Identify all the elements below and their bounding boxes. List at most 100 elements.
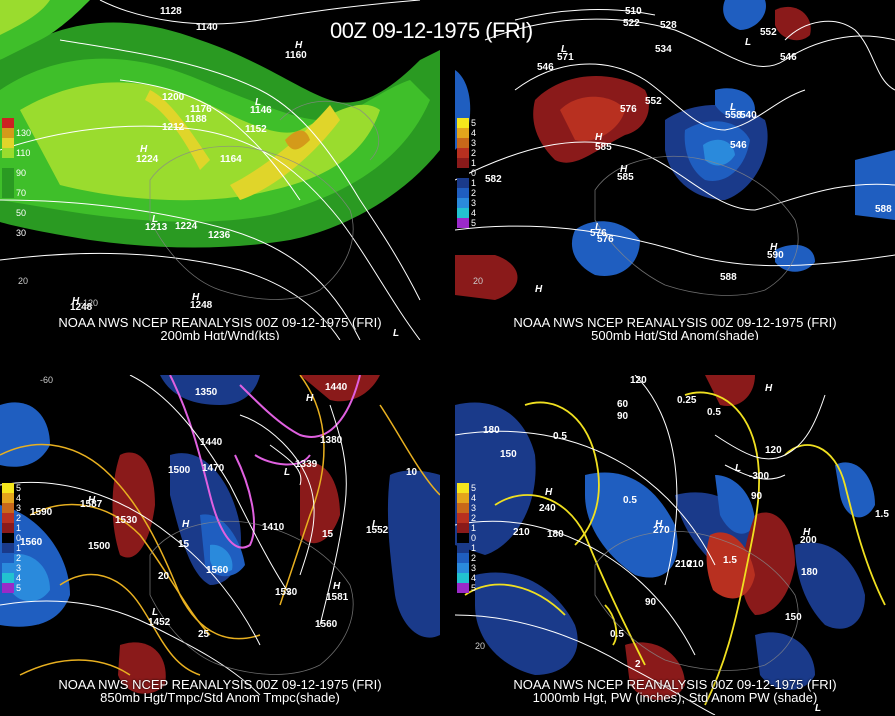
contour-label: 1146 [250,105,272,116]
contour-label: 546 [537,62,554,73]
legend-label: 2 [471,188,477,198]
contour-label: 270 [653,525,670,536]
contour-label: 1440 [325,382,348,393]
pw-label: 2 [635,659,641,670]
legend-label: 130 [16,128,32,138]
contour-label: 528 [660,20,677,31]
high-marker: H [770,242,778,253]
contour-label: 1164 [220,154,242,165]
legend-label: 5 [16,583,22,593]
legend-label: 70 [16,188,27,198]
contour-label: 1224 [136,154,159,165]
contour-label: 522 [623,18,640,29]
legend-label: 1 [16,543,22,553]
labels-500mb: 510 522 528 534 552 546 546 571 576 552 … [473,6,892,295]
legend-label: 90 [16,168,27,178]
contour-label: 1236 [208,230,231,241]
contour-label: 552 [760,27,777,38]
contour-label: 1160 [285,50,307,61]
contour-label: 1188 [185,114,207,125]
lon-tick: -120 [80,298,98,308]
contour-label: 120 [630,375,647,386]
labels-200mb: 1128 1140 1160 1200 1176 1188 1212 1152 … [18,6,399,339]
contour-label: 576 [597,234,614,245]
legend-label: 4 [471,573,477,583]
panel-200mb: 1128 1140 1160 1200 1176 1188 1212 1152 … [0,0,440,340]
contour-label: 210 [513,527,530,538]
legend-label: 3 [16,503,22,513]
legend-label: 4 [471,493,477,503]
contour-label: 571 [557,52,574,63]
page-title: 00Z 09-12-1975 (FRI) [330,18,533,43]
labels-1000mb: 120 60 90 180 150 210 180 240 270 210 12… [475,375,889,714]
legend-label: 2 [16,513,22,523]
high-marker: H [182,519,190,530]
legend-label: 5 [471,483,477,493]
high-marker: H [655,519,663,530]
pw-label: 1.5 [875,509,889,520]
caption-field: 200mb Hgt/Wnd(kts) [160,328,280,340]
legend-label: 4 [471,208,477,218]
caption-field: 500mb Hgt/Std Anom(shade) [591,328,759,340]
pw-label: 0.25 [677,395,697,406]
legend-label: 5 [471,218,477,228]
legend-label: 2 [16,553,22,563]
legend-200mb: 130 110 90 70 50 30 [2,118,31,238]
contour-label: 180 [801,567,818,578]
legend-label: 1 [471,178,477,188]
contour-label: 60 [617,399,629,410]
contour-label: -300 [749,471,769,482]
contour-label: 576 [590,228,607,239]
contour-label: 1470 [202,463,225,474]
contour-label: 90 [617,411,629,422]
contour-label: 510 [625,6,642,17]
contour-label: 585 [595,142,612,153]
panel-1000mb: 120 60 90 180 150 210 180 240 270 210 12… [455,375,895,715]
contour-label: 1500 [168,465,191,476]
low-marker: L [561,44,567,55]
contour-label: 1350 [195,387,218,398]
isotherm-label: 25 [198,629,210,640]
contour-label: 120 [765,445,782,456]
contour-label: 210 [687,559,704,570]
high-marker: H [295,40,303,51]
contour-label: 240 [539,503,556,514]
legend-label: 3 [471,138,477,148]
panel-850mb: 1350 1440 1380 1440 1470 1500 1590 1530 … [0,375,440,715]
contour-label: 582 [485,174,502,185]
low-marker: L [284,467,290,478]
map-200mb: 1128 1140 1160 1200 1176 1188 1212 1152 … [0,0,440,340]
contour-label: 150 [500,449,517,460]
legend-label: 30 [16,228,27,238]
contour-label: 90 [751,491,763,502]
legend-label: 0 [471,168,477,178]
high-marker: H [595,132,603,143]
high-marker: H [765,383,773,394]
contour-label: 1200 [162,92,185,103]
legend-label: 3 [471,563,477,573]
contour-label: 585 [617,172,634,183]
legend-label: 2 [471,148,477,158]
contour-label: 1248 [70,302,93,313]
isotherm-label: 15 [322,529,334,540]
contour-label: 1380 [320,435,343,446]
low-marker: L [152,214,158,225]
map-1000mb: 120 60 90 180 150 210 180 240 270 210 12… [455,375,889,715]
high-marker: H [192,292,200,303]
contour-label: 1339 [295,459,318,470]
contour-label: 552 [645,96,662,107]
contour-label: 1500 [88,541,111,552]
legend-label: 3 [471,198,477,208]
high-marker: H [535,284,543,295]
contour-label: 576 [620,104,637,115]
low-marker: L [152,607,158,618]
caption-source: NOAA NWS NCEP REANALYSIS 00Z 09-12-1975 … [513,677,837,692]
contour-label: 546 [780,52,797,63]
high-marker: H [306,393,314,404]
caption-field: 1000mb Hgt, PW (inches), Std Anom PW (sh… [532,690,818,705]
legend-label: 0 [16,533,22,543]
contour-label: 1128 [160,6,182,17]
legend-1000mb: 5 4 3 2 1 0 1 2 3 4 5 [457,483,476,593]
high-marker: H [545,487,553,498]
lat-tick: 20 [473,276,483,286]
